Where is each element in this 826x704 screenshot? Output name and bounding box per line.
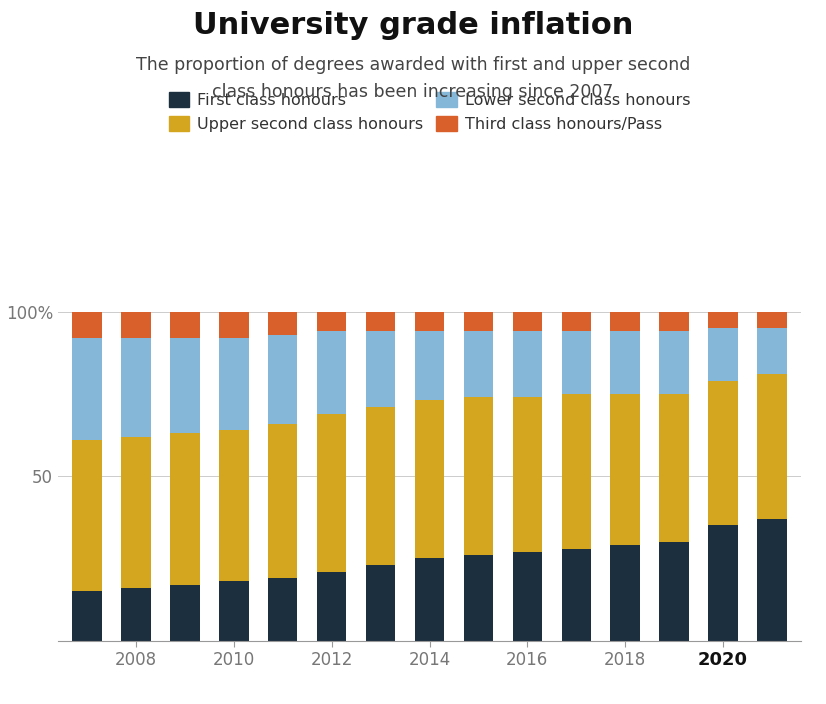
Bar xyxy=(513,312,542,332)
Bar xyxy=(463,555,493,641)
Bar xyxy=(268,424,297,578)
Bar xyxy=(659,332,689,394)
Bar xyxy=(73,312,102,338)
Bar xyxy=(463,332,493,397)
Bar xyxy=(170,434,200,585)
Bar xyxy=(415,312,444,332)
Bar xyxy=(317,332,346,414)
Bar xyxy=(366,332,396,407)
Bar xyxy=(415,401,444,558)
Bar xyxy=(709,328,738,381)
Bar xyxy=(757,312,786,328)
Bar xyxy=(513,332,542,397)
Text: The proportion of degrees awarded with first and upper second
class honours has : The proportion of degrees awarded with f… xyxy=(135,56,691,101)
Bar xyxy=(659,394,689,542)
Bar xyxy=(709,312,738,328)
Bar xyxy=(513,397,542,552)
Bar xyxy=(610,545,640,641)
Bar xyxy=(219,430,249,582)
Bar xyxy=(463,312,493,332)
Bar xyxy=(757,519,786,641)
Bar xyxy=(659,312,689,332)
Bar xyxy=(121,436,151,588)
Bar xyxy=(121,588,151,641)
Bar xyxy=(317,312,346,332)
Bar xyxy=(610,394,640,545)
Bar xyxy=(415,558,444,641)
Bar xyxy=(659,542,689,641)
Bar xyxy=(121,312,151,338)
Bar xyxy=(219,582,249,641)
Bar xyxy=(757,328,786,374)
Bar xyxy=(415,332,444,401)
Bar xyxy=(73,338,102,440)
Bar xyxy=(463,397,493,555)
Bar xyxy=(366,407,396,565)
Bar xyxy=(317,414,346,572)
Bar xyxy=(268,312,297,334)
Bar xyxy=(366,312,396,332)
Legend: First class honours, Upper second class honours, Lower second class honours, Thi: First class honours, Upper second class … xyxy=(162,85,697,139)
Bar xyxy=(610,312,640,332)
Bar xyxy=(562,394,591,548)
Bar xyxy=(709,525,738,641)
Bar xyxy=(562,332,591,394)
Bar xyxy=(317,572,346,641)
Bar xyxy=(366,565,396,641)
Bar xyxy=(268,578,297,641)
Bar xyxy=(757,374,786,519)
Bar xyxy=(709,381,738,525)
Bar xyxy=(170,585,200,641)
Bar xyxy=(562,548,591,641)
Bar xyxy=(610,332,640,394)
Bar xyxy=(513,552,542,641)
Bar xyxy=(121,338,151,436)
Bar xyxy=(219,312,249,338)
Bar xyxy=(219,338,249,430)
Bar xyxy=(268,334,297,424)
Bar xyxy=(73,591,102,641)
Bar xyxy=(73,440,102,591)
Bar xyxy=(170,312,200,338)
Text: University grade inflation: University grade inflation xyxy=(192,11,634,39)
Bar xyxy=(562,312,591,332)
Bar xyxy=(170,338,200,434)
